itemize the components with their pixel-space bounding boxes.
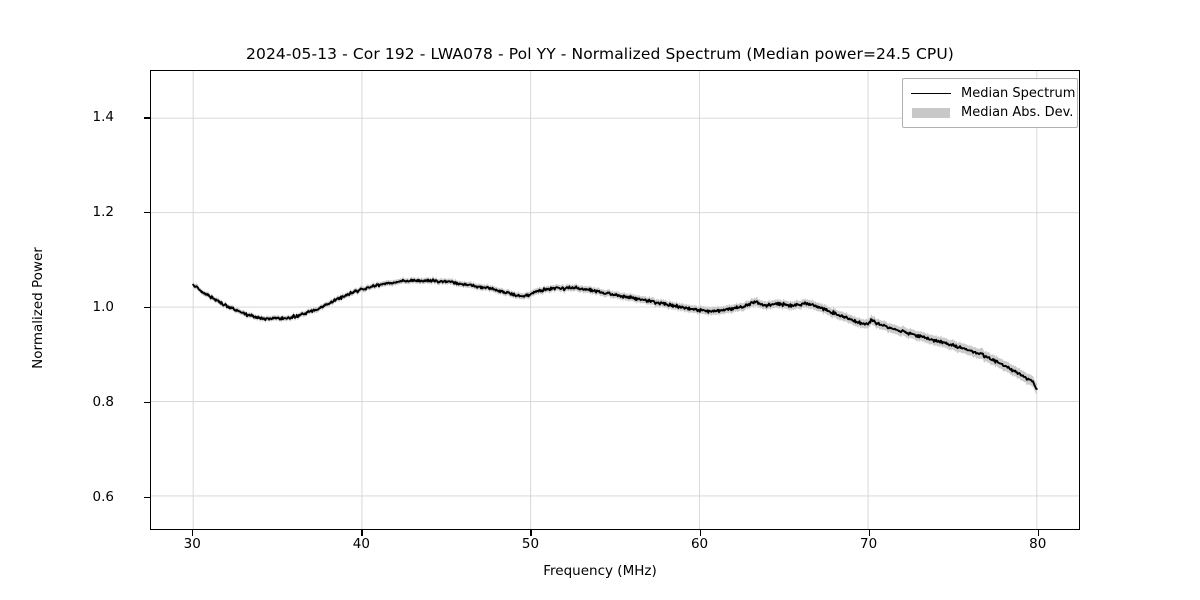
y-tick-label: 0.6 bbox=[92, 488, 114, 505]
legend: Median Spectrum Median Abs. Dev. bbox=[902, 78, 1078, 128]
y-tick-label: 0.8 bbox=[92, 393, 114, 410]
legend-label-median-spectrum: Median Spectrum bbox=[961, 86, 1076, 101]
x-tick-label: 60 bbox=[690, 536, 709, 552]
chart-title: 2024-05-13 - Cor 192 - LWA078 - Pol YY -… bbox=[246, 45, 954, 63]
x-tick-label: 80 bbox=[1029, 536, 1047, 552]
y-axis-label: Normalized Power bbox=[30, 247, 46, 369]
x-tick-label: 50 bbox=[521, 536, 540, 552]
plot-area bbox=[150, 70, 1080, 530]
y-tick-mark bbox=[144, 212, 150, 214]
y-tick-label: 1.0 bbox=[92, 299, 114, 316]
x-tick-mark bbox=[192, 530, 194, 536]
y-tick-label: 1.2 bbox=[92, 204, 114, 221]
x-tick-label: 40 bbox=[352, 536, 370, 552]
legend-item-median-spectrum: Median Spectrum bbox=[910, 84, 1075, 103]
spectrum-data bbox=[192, 276, 1038, 395]
grid-lines bbox=[151, 71, 1079, 529]
legend-item-median-abs-dev: Median Abs. Dev. bbox=[910, 103, 1074, 122]
y-tick-label: 1.4 bbox=[92, 109, 114, 126]
x-tick-mark bbox=[868, 530, 870, 536]
legend-patch-sample-icon bbox=[910, 106, 952, 120]
x-tick-label: 70 bbox=[860, 536, 878, 552]
x-tick-mark bbox=[1037, 530, 1039, 536]
y-tick-mark bbox=[144, 117, 150, 119]
x-axis-label: Frequency (MHz) bbox=[543, 563, 657, 579]
legend-label-median-abs-dev: Median Abs. Dev. bbox=[961, 105, 1074, 120]
y-tick-mark bbox=[144, 401, 150, 404]
x-tick-label: 30 bbox=[183, 536, 201, 552]
x-tick-mark bbox=[530, 530, 532, 536]
x-tick-mark bbox=[361, 530, 363, 536]
legend-line-sample-icon bbox=[910, 87, 952, 101]
y-tick-mark bbox=[144, 496, 150, 498]
y-tick-mark bbox=[144, 307, 150, 309]
x-tick-mark bbox=[699, 530, 701, 536]
